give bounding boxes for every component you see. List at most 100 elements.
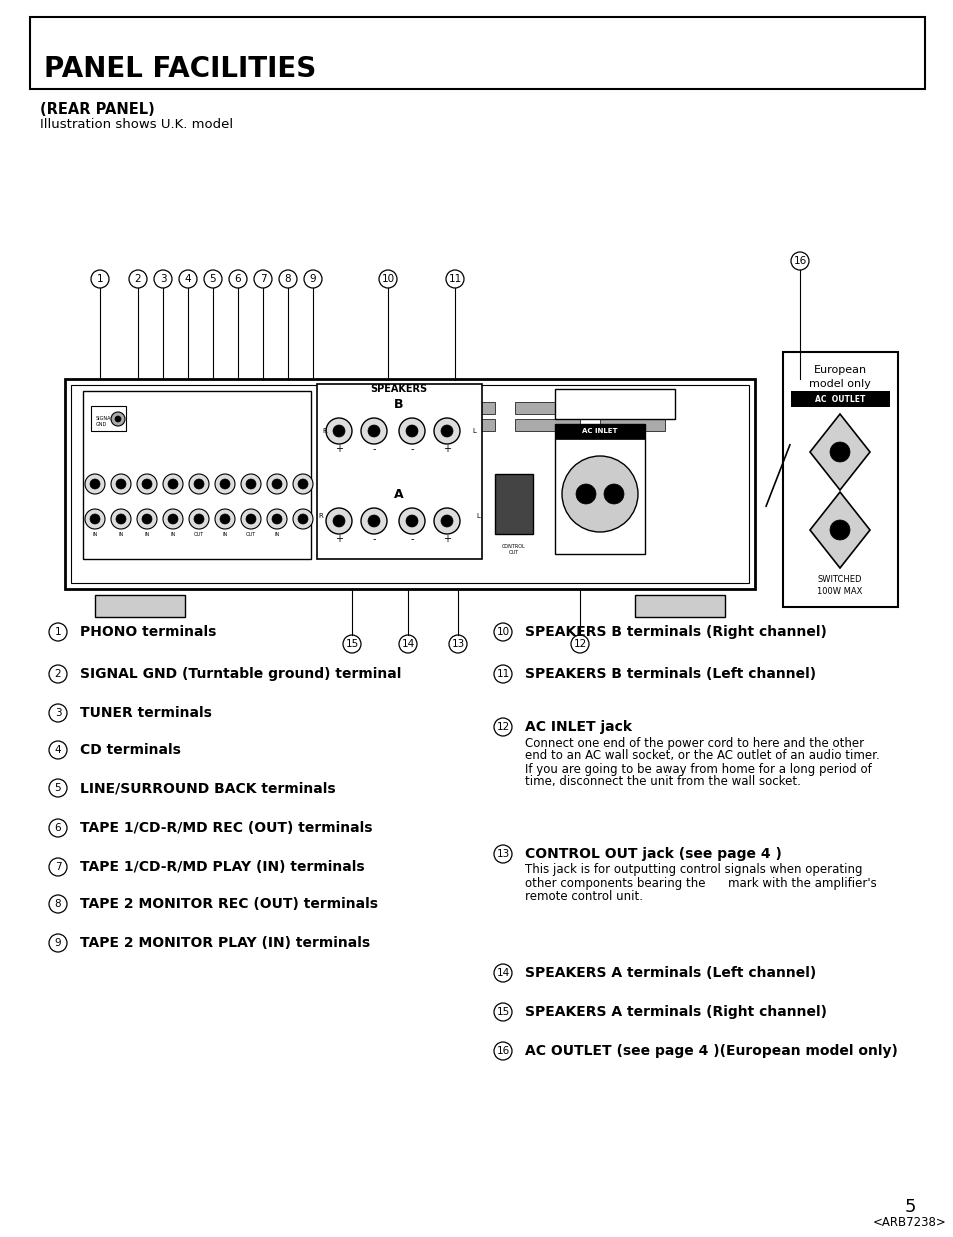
- Circle shape: [326, 418, 352, 444]
- Circle shape: [293, 474, 313, 494]
- Text: SPEAKERS B terminals (Right channel): SPEAKERS B terminals (Right channel): [524, 625, 826, 640]
- Text: other components bearing the      mark with the amplifier's: other components bearing the mark with t…: [524, 877, 876, 889]
- Text: Connect one end of the power cord to here and the other: Connect one end of the power cord to her…: [524, 736, 863, 750]
- Text: 11: 11: [496, 669, 509, 679]
- Text: TAPE 2 MONITOR PLAY (IN) terminals: TAPE 2 MONITOR PLAY (IN) terminals: [80, 936, 370, 950]
- Text: 9: 9: [54, 938, 61, 948]
- Bar: [345, 419, 410, 430]
- Text: 2: 2: [134, 275, 141, 285]
- Bar: [83, 391, 311, 559]
- Circle shape: [142, 479, 152, 489]
- Polygon shape: [809, 492, 869, 568]
- Circle shape: [137, 508, 157, 529]
- Circle shape: [168, 515, 178, 524]
- Text: 1: 1: [96, 275, 103, 285]
- Text: R: R: [322, 428, 327, 434]
- Text: 5: 5: [54, 783, 61, 793]
- Bar: [782, 353, 897, 607]
- Circle shape: [111, 508, 131, 529]
- Circle shape: [163, 474, 183, 494]
- Circle shape: [193, 515, 204, 524]
- Bar: [599, 419, 664, 430]
- Text: If you are going to be away from home for a long period of: If you are going to be away from home fo…: [524, 762, 871, 776]
- Text: 5: 5: [903, 1197, 915, 1216]
- Text: 14: 14: [496, 969, 509, 978]
- Text: OUT: OUT: [246, 532, 255, 537]
- Text: 13: 13: [451, 640, 464, 649]
- Text: 8: 8: [54, 899, 61, 909]
- Circle shape: [440, 426, 453, 437]
- Bar: [495, 474, 533, 534]
- Text: B: B: [394, 397, 403, 411]
- Text: AC INLET jack: AC INLET jack: [524, 720, 631, 734]
- Text: -: -: [410, 534, 414, 544]
- Text: 14: 14: [401, 640, 415, 649]
- Text: 2: 2: [54, 669, 61, 679]
- Text: +: +: [335, 444, 343, 454]
- Text: model only: model only: [808, 379, 870, 388]
- Circle shape: [115, 416, 121, 422]
- Circle shape: [576, 484, 596, 503]
- Text: 16: 16: [496, 1047, 509, 1056]
- Bar: [635, 595, 724, 617]
- Text: TAPE 1/CD-R/MD PLAY (IN) terminals: TAPE 1/CD-R/MD PLAY (IN) terminals: [80, 860, 364, 875]
- Circle shape: [272, 479, 282, 489]
- Text: IN: IN: [92, 532, 97, 537]
- Text: -: -: [372, 534, 375, 544]
- Text: 13: 13: [496, 849, 509, 858]
- Bar: [345, 402, 410, 414]
- Text: remote control unit.: remote control unit.: [524, 889, 642, 903]
- Circle shape: [220, 515, 230, 524]
- Text: TAPE 2 MONITOR REC (OUT) terminals: TAPE 2 MONITOR REC (OUT) terminals: [80, 897, 377, 910]
- Text: SPEAKERS: SPEAKERS: [370, 383, 427, 395]
- Circle shape: [434, 508, 459, 534]
- Text: 6: 6: [234, 275, 241, 285]
- Circle shape: [368, 426, 379, 437]
- Text: 7: 7: [259, 275, 266, 285]
- Text: +: +: [335, 534, 343, 544]
- Text: 3: 3: [159, 275, 166, 285]
- Bar: [515, 419, 579, 430]
- Text: L: L: [476, 513, 479, 520]
- Text: 12: 12: [496, 722, 509, 732]
- Circle shape: [85, 508, 105, 529]
- Circle shape: [163, 508, 183, 529]
- Text: 15: 15: [496, 1007, 509, 1017]
- Text: (REAR PANEL): (REAR PANEL): [40, 101, 154, 116]
- Circle shape: [267, 508, 287, 529]
- Text: <ARB7238>: <ARB7238>: [872, 1216, 946, 1228]
- Text: SIGNAL: SIGNAL: [96, 416, 114, 421]
- Text: -: -: [410, 444, 414, 454]
- Text: IN: IN: [171, 532, 175, 537]
- Circle shape: [90, 479, 100, 489]
- Circle shape: [220, 479, 230, 489]
- Text: -: -: [372, 444, 375, 454]
- Circle shape: [333, 515, 345, 527]
- Text: SWITCHED: SWITCHED: [817, 574, 862, 584]
- Circle shape: [142, 515, 152, 524]
- Bar: [430, 419, 495, 430]
- Circle shape: [189, 508, 209, 529]
- Text: OUT: OUT: [193, 532, 204, 537]
- Polygon shape: [809, 414, 869, 490]
- Text: 15: 15: [345, 640, 358, 649]
- Text: CONTROL: CONTROL: [501, 543, 525, 548]
- Bar: [91, 406, 126, 430]
- Text: SPEAKERS A terminals (Right channel): SPEAKERS A terminals (Right channel): [524, 1004, 826, 1019]
- Text: LINE/SURROUND BACK terminals: LINE/SURROUND BACK terminals: [80, 781, 335, 795]
- Text: time, disconnect the unit from the wall socket.: time, disconnect the unit from the wall …: [524, 776, 800, 788]
- Text: PANEL FACILITIES: PANEL FACILITIES: [44, 54, 315, 83]
- Circle shape: [116, 479, 126, 489]
- Bar: [790, 391, 889, 407]
- Text: 11: 11: [448, 275, 461, 285]
- Text: A: A: [394, 487, 403, 501]
- Text: 1: 1: [54, 627, 61, 637]
- Circle shape: [406, 515, 417, 527]
- Text: European: European: [813, 365, 865, 375]
- Circle shape: [214, 508, 234, 529]
- Text: 9: 9: [310, 275, 316, 285]
- Text: SPEAKERS B terminals (Left channel): SPEAKERS B terminals (Left channel): [524, 667, 815, 682]
- Text: 100W MAX: 100W MAX: [817, 588, 862, 596]
- Text: 6: 6: [54, 823, 61, 833]
- Circle shape: [333, 426, 345, 437]
